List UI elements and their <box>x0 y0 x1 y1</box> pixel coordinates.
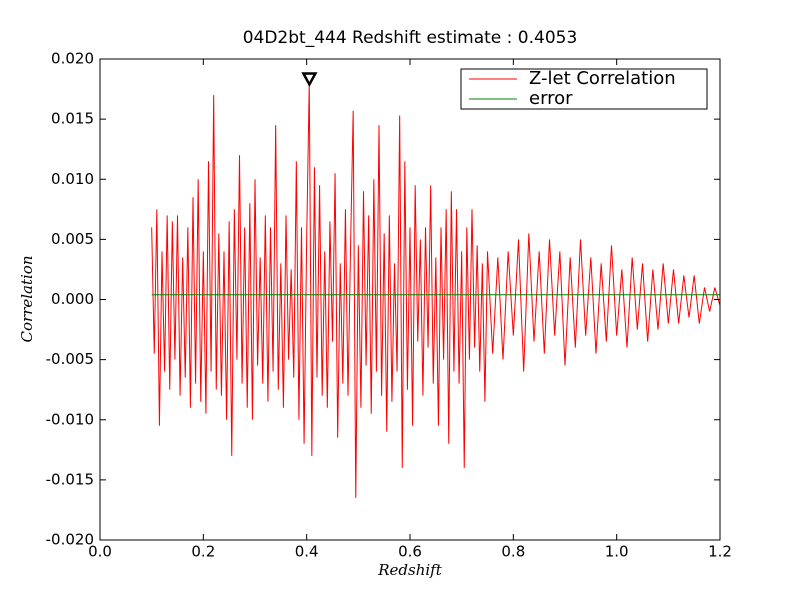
chart-title: 04D2bt_444 Redshift estimate : 0.4053 <box>243 28 578 48</box>
legend-label: Z-let Correlation <box>529 68 676 89</box>
x-tick-label: 0.2 <box>191 543 215 561</box>
x-tick-label: 0.6 <box>398 543 422 561</box>
legend-box <box>460 68 708 110</box>
x-axis-label: Redshift <box>377 561 442 579</box>
y-tick-label: -0.005 <box>46 350 94 368</box>
series-line <box>151 83 721 498</box>
y-tick-label: 0.010 <box>51 170 94 188</box>
y-tick-label: -0.015 <box>46 470 94 488</box>
x-tick-label: 0.0 <box>88 543 112 561</box>
x-tick-label: 0.8 <box>501 543 525 561</box>
y-tick-label: 0.005 <box>51 230 94 248</box>
y-tick-label: 0.000 <box>51 290 94 308</box>
y-axis-label: Correlation <box>18 256 36 343</box>
x-tick-label: 0.4 <box>295 543 319 561</box>
legend-label: error <box>529 88 573 109</box>
x-tick-label: 1.0 <box>605 543 629 561</box>
x-tick-label: 1.2 <box>708 543 732 561</box>
y-tick-label: -0.020 <box>46 531 94 549</box>
peak-marker <box>301 72 318 88</box>
y-tick-label: 0.020 <box>51 50 94 68</box>
y-tick-label: 0.015 <box>51 110 94 128</box>
y-tick-label: -0.010 <box>46 410 94 428</box>
